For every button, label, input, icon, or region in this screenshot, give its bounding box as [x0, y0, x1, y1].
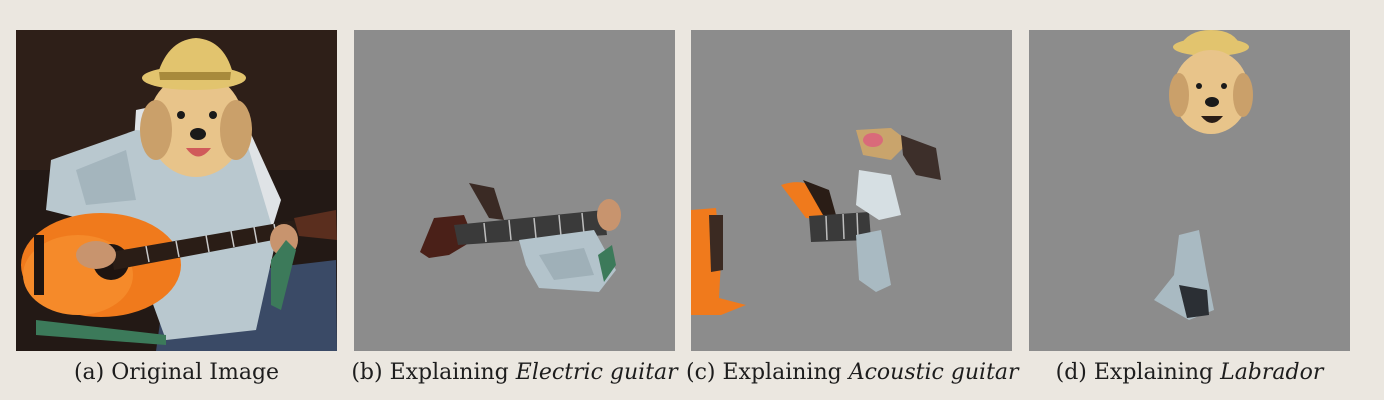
explanation-labrador	[1029, 30, 1350, 351]
caption-c-class: Acoustic guitar	[848, 360, 1019, 385]
panel-acoustic-guitar	[691, 30, 1012, 351]
panel-electric-guitar	[354, 30, 675, 351]
caption-a: (a) Original Image	[16, 358, 337, 388]
caption-b: (b) Explaining Electric guitar	[348, 358, 681, 388]
caption-b-label: (b)	[351, 360, 383, 385]
explanation-electric-guitar	[354, 30, 675, 351]
caption-a-label: (a)	[73, 360, 105, 385]
caption-c-label: (c)	[686, 360, 716, 385]
original-image	[16, 30, 337, 351]
caption-c: (c) Explaining Acoustic guitar	[686, 358, 1019, 388]
caption-d-label: (d)	[1055, 360, 1087, 385]
caption-d-text: Explaining	[1093, 360, 1214, 385]
explanation-acoustic-guitar	[691, 30, 1012, 351]
panel-labrador	[1029, 30, 1350, 351]
caption-a-text: Original Image	[111, 360, 280, 385]
caption-c-text: Explaining	[722, 360, 842, 385]
caption-d: (d) Explaining Labrador	[1024, 358, 1355, 388]
panel-original-image	[16, 30, 337, 351]
caption-b-class: Electric guitar	[515, 360, 678, 385]
caption-d-class: Labrador	[1220, 360, 1324, 385]
caption-b-text: Explaining	[389, 360, 509, 385]
